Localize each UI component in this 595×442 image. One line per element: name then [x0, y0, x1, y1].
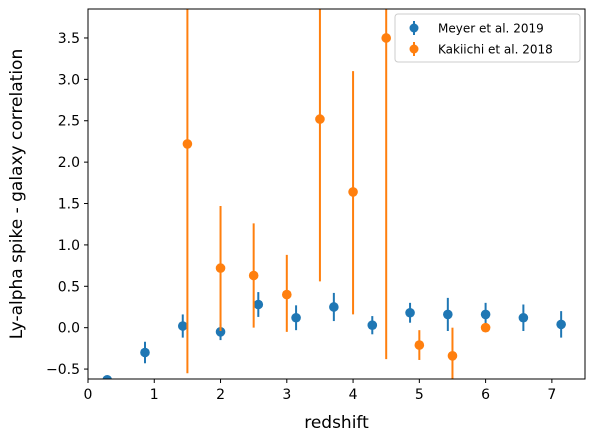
y-tick-label: 1.5 [58, 197, 80, 213]
legend-marker [409, 44, 419, 54]
x-tick-label: 7 [547, 387, 556, 403]
data-point [405, 307, 415, 318]
y-tick-label: 2.5 [58, 114, 80, 130]
x-tick-label: 2 [216, 387, 225, 403]
data-point [518, 312, 529, 323]
axis-ticks: 0 1 2 3 4 5 6 7 −0.5 0.0 0.5 1.0 1.5 2.0 2.5 3.0 3.5 [46, 31, 556, 403]
data-point [253, 299, 264, 310]
legend-marker [409, 23, 419, 33]
data-point [348, 187, 358, 197]
data-point [480, 322, 491, 333]
y-tick-label: 3.0 [58, 72, 80, 88]
data-point [414, 340, 425, 350]
x-tick-label: 3 [282, 387, 291, 403]
data-point [102, 375, 112, 379]
series-0 [102, 292, 566, 379]
y-tick-label: −0.5 [46, 362, 80, 378]
data-point [329, 302, 339, 312]
plot-frame [87, 8, 586, 380]
y-axis-label: Ly-alpha spike - galaxy correlation [7, 49, 27, 339]
x-axis-label: redshift [304, 413, 369, 433]
data-point [480, 309, 491, 320]
data-point [215, 327, 226, 337]
legend-label: Kakiichi et al. 2018 [438, 43, 553, 57]
y-tick-label: 2.0 [58, 155, 80, 171]
data-point [282, 289, 292, 300]
data-point [381, 33, 392, 43]
y-tick-label: 3.5 [58, 31, 80, 47]
x-tick-label: 5 [415, 387, 424, 403]
y-tick-label: 0.0 [58, 321, 80, 337]
data-point [367, 320, 378, 330]
x-tick-label: 4 [349, 387, 358, 403]
legend-box [394, 13, 581, 63]
data-marks [102, 9, 566, 379]
data-point [182, 139, 193, 149]
series-1 [182, 9, 491, 379]
data-point [177, 321, 188, 331]
x-tick-label: 6 [481, 387, 490, 403]
data-point [443, 309, 453, 320]
data-point [215, 263, 226, 273]
y-tick-label: 1.0 [58, 238, 80, 254]
y-tick-label: 0.5 [58, 279, 80, 295]
data-point [315, 114, 325, 124]
data-point [291, 312, 301, 323]
x-tick-label: 1 [150, 387, 159, 403]
x-tick-label: 0 [84, 387, 93, 403]
data-point [556, 319, 566, 330]
legend: Meyer et al. 2019 Kakiichi et al. 2018 [394, 13, 581, 63]
legend-label: Meyer et al. 2019 [438, 22, 544, 36]
data-point [140, 347, 150, 358]
data-point [248, 270, 259, 281]
data-point [447, 351, 458, 361]
